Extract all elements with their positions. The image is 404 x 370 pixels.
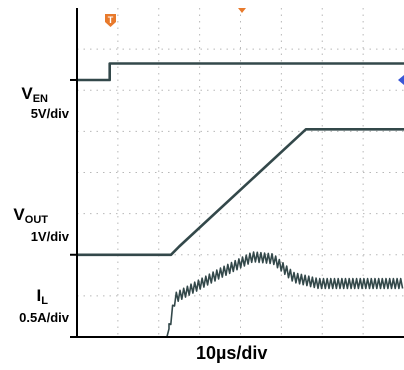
trigger-marker-icon: T — [105, 14, 116, 27]
channel-2-trace — [77, 128, 404, 257]
traces — [77, 62, 404, 338]
channel-3-scale: 0.5A/div — [19, 310, 69, 325]
channel-3-name: IL — [36, 286, 48, 307]
cursor-marker-icon — [238, 8, 246, 13]
channel-3-trace — [77, 251, 404, 338]
channel-2-name: VOUT — [13, 205, 48, 226]
trigger-marker-label: T — [108, 15, 114, 25]
channel-2-scale: 1V/div — [30, 229, 69, 244]
x-axis-label: 10µs/div — [196, 343, 268, 363]
right-marker-icon — [398, 75, 404, 85]
channel-1-name: VEN — [21, 84, 48, 105]
channel-1-trace — [77, 62, 404, 82]
channel-1-scale: 5V/div — [30, 106, 69, 121]
